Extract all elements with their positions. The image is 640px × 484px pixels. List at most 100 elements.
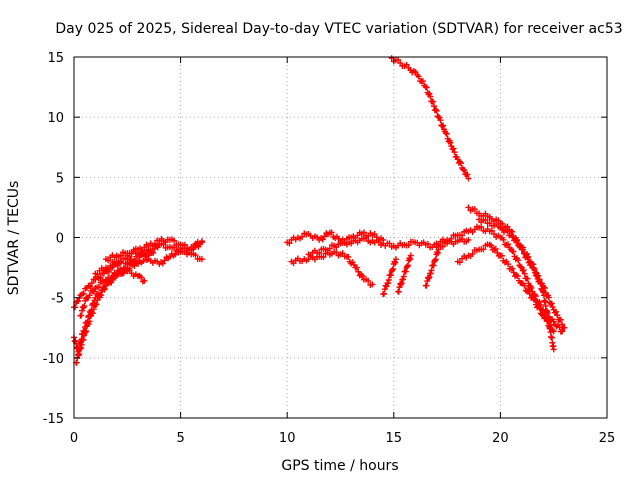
- data-point-interp: [450, 145, 457, 152]
- data-point-interp: [558, 321, 565, 328]
- x-tick-label: 5: [176, 431, 184, 446]
- data-point-interp: [385, 277, 392, 284]
- data-point-interp: [286, 240, 293, 247]
- data-point-interp: [105, 257, 112, 264]
- data-point-interp: [98, 292, 105, 299]
- data-point: [141, 277, 148, 284]
- data-point-interp: [548, 300, 555, 307]
- data-point-interp: [402, 268, 409, 275]
- data-point-interp: [159, 260, 166, 267]
- data-point-interp: [120, 270, 127, 277]
- data-point-interp: [72, 304, 79, 311]
- data-point: [102, 282, 109, 289]
- data-point-interp: [427, 93, 434, 100]
- data-point-interp: [530, 261, 537, 268]
- data-point-interp: [100, 285, 107, 292]
- data-point-interp: [319, 236, 326, 243]
- data-point-interp: [152, 241, 159, 248]
- data-point-interp: [545, 294, 552, 301]
- data-point-interp: [498, 252, 505, 259]
- series-arc-13: [422, 246, 442, 289]
- data-point-interp: [192, 252, 199, 259]
- data-point-interp: [433, 107, 440, 114]
- data-point: [465, 204, 472, 211]
- data-point: [380, 236, 387, 243]
- data-point-interp: [386, 240, 393, 247]
- series-arc-4: [77, 266, 148, 319]
- x-tick-label: 15: [386, 431, 403, 446]
- data-point-interp: [437, 117, 444, 124]
- data-point-interp: [138, 274, 145, 281]
- data-point-interp: [415, 73, 422, 80]
- data-point-interp: [492, 245, 499, 252]
- data-point-interp: [172, 251, 179, 258]
- data-point-interp: [78, 312, 85, 319]
- data-point-interp: [554, 312, 561, 319]
- data-point-interp: [395, 56, 402, 63]
- data-point-interp: [195, 243, 202, 250]
- data-point-interp: [345, 253, 352, 260]
- data-point-interp: [514, 236, 521, 243]
- data-point-interp: [405, 262, 412, 269]
- data-point: [550, 328, 557, 335]
- grid-lines: [74, 57, 607, 418]
- data-point-interp: [505, 241, 512, 248]
- data-point: [465, 236, 472, 243]
- data-point-interp: [448, 235, 455, 242]
- y-tick-label: 5: [56, 171, 64, 186]
- data-point-interp: [90, 306, 97, 313]
- data-point-interp: [82, 329, 89, 336]
- data-point-interp: [500, 236, 507, 243]
- data-point-interp: [85, 321, 92, 328]
- data-point: [369, 281, 376, 288]
- x-tick-label: 20: [492, 431, 509, 446]
- data-point-interp: [428, 267, 435, 274]
- chart-title: Day 025 of 2025, Sidereal Day-to-day VTE…: [55, 21, 622, 37]
- data-point-interp: [432, 106, 439, 113]
- x-axis-label: GPS time / hours: [281, 458, 398, 474]
- data-point: [198, 239, 205, 246]
- data-point-interp: [353, 264, 360, 271]
- data-point: [540, 306, 547, 313]
- data-point-interp: [536, 298, 543, 305]
- data-point-interp: [443, 130, 450, 137]
- y-tick-label: -10: [43, 352, 64, 367]
- data-point-interp: [540, 292, 547, 299]
- data-point-interp: [131, 262, 138, 269]
- data-point-interp: [538, 311, 545, 318]
- data-point-interp: [515, 241, 522, 248]
- y-tick-label: 10: [47, 111, 64, 126]
- data-point: [559, 328, 566, 335]
- data-point-interp: [299, 233, 306, 240]
- data-point-interp: [424, 240, 431, 247]
- data-point-interp: [94, 271, 101, 278]
- data-point-interp: [320, 254, 327, 261]
- data-point-interp: [544, 308, 551, 315]
- data-point: [407, 252, 414, 259]
- data-point-interp: [404, 263, 411, 270]
- data-point-interp: [360, 229, 367, 236]
- data-point-interp: [432, 256, 439, 263]
- data-point-interp: [326, 245, 333, 252]
- data-point-interp: [426, 90, 433, 97]
- data-point-interp: [525, 253, 532, 260]
- data-point: [461, 167, 468, 174]
- y-tick-label: 0: [56, 232, 64, 247]
- data-point-interp: [117, 252, 124, 259]
- data-point-interp: [107, 262, 114, 269]
- data-point-interp: [405, 242, 412, 249]
- series-arc-6: [102, 235, 205, 264]
- x-tick-label: 0: [70, 431, 78, 446]
- data-point-interp: [510, 248, 517, 255]
- data-point-interp: [553, 308, 560, 315]
- data-point-interp: [321, 233, 328, 240]
- data-point-interp: [341, 239, 348, 246]
- data-point-interp: [83, 328, 90, 335]
- data-point: [134, 260, 141, 267]
- data-point-interp: [390, 265, 397, 272]
- data-point-interp: [109, 273, 116, 280]
- data-point-interp: [80, 290, 87, 297]
- x-tick-label: 25: [599, 431, 616, 446]
- data-point-interp: [93, 301, 100, 308]
- data-point-interp: [142, 253, 149, 260]
